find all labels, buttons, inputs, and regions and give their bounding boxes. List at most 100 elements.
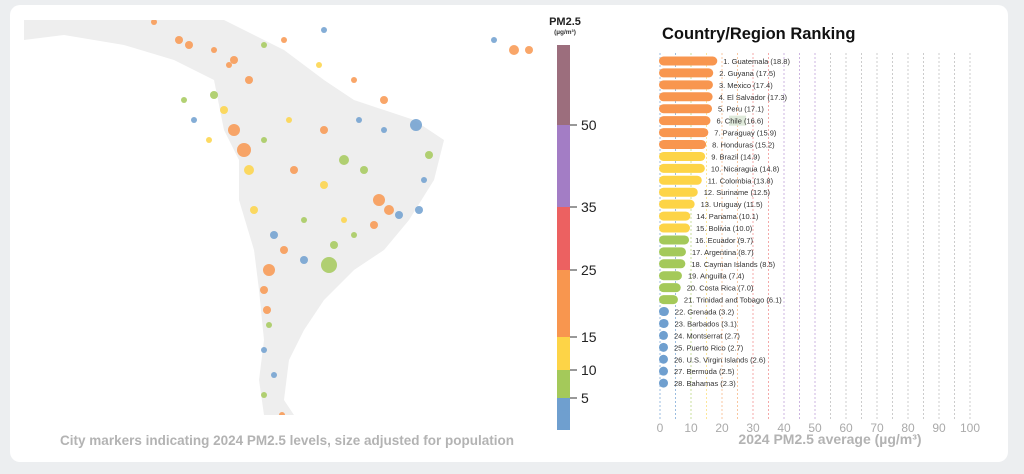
bar-bahamas [659, 378, 668, 388]
bar-mexico [659, 80, 713, 90]
legend-cap-top [557, 45, 570, 65]
bar-label: 8. Honduras (15.2) [712, 141, 775, 150]
bar-chile [659, 116, 711, 126]
bar-label: 1. Guatemala (18.8) [723, 57, 790, 66]
bar-colombia [659, 175, 702, 185]
city-marker [263, 306, 271, 314]
legend-segment [557, 337, 570, 370]
bar-nicaragua [659, 163, 705, 173]
bar-label: 21. Trinidad and Tobago (6.1) [684, 296, 782, 305]
city-marker [237, 143, 251, 157]
color-legend: 5 10 15 25 35 50 [557, 45, 597, 430]
city-marker [301, 217, 307, 223]
legend-tick-label: 10 [581, 362, 597, 378]
city-marker [270, 231, 278, 239]
city-map[interactable] [24, 20, 544, 415]
legend-segment [557, 125, 570, 207]
city-marker [370, 221, 378, 229]
city-marker [491, 37, 497, 43]
bar-label: 13. Uruguay (11.5) [701, 200, 763, 209]
city-marker [185, 41, 193, 49]
bar-label: 6. Chile (16.6) [716, 117, 764, 126]
city-marker [410, 119, 422, 131]
city-marker [220, 106, 228, 114]
city-marker [175, 36, 183, 44]
bar-label: 4. El Salvador (17.3) [719, 93, 788, 102]
ranking-chart: 1. Guatemala (18.8) 2. Guyana (17.5) 3. Me… [657, 53, 980, 435]
bar-montserrat [659, 330, 668, 340]
city-marker [384, 205, 394, 215]
bar-bermuda [659, 366, 668, 376]
legend-cap-bottom [557, 410, 570, 430]
bar-label: 14. Panama (10.1) [696, 212, 759, 221]
city-marker [266, 322, 272, 328]
city-marker [351, 77, 357, 83]
city-marker [381, 127, 387, 133]
city-marker [279, 412, 285, 415]
south-america-landmass [24, 20, 444, 415]
city-marker [320, 181, 328, 189]
bar-bolivia [659, 223, 690, 233]
city-marker [320, 126, 328, 134]
city-marker [300, 256, 308, 264]
x-tick-label: 30 [746, 421, 760, 435]
legend-segment [557, 270, 570, 337]
dashboard-card [10, 5, 1008, 462]
city-marker [356, 117, 362, 123]
legend-segment [557, 45, 570, 125]
city-marker [191, 117, 197, 123]
legend-tick-label: 50 [581, 117, 597, 133]
bar-label: 19. Anguilla (7.4) [688, 272, 745, 281]
bar-label: 22. Grenada (3.2) [675, 308, 735, 317]
x-tick-label: 80 [901, 421, 915, 435]
city-marker [211, 47, 217, 53]
bar-uruguay [659, 199, 695, 209]
bar-barbados [659, 318, 669, 328]
city-marker [339, 155, 349, 165]
bar-guyana [659, 68, 714, 78]
bar-panama [659, 211, 691, 221]
city-marker [271, 372, 277, 378]
bar-guatemala [659, 56, 718, 66]
city-marker [316, 62, 322, 68]
bar-u-s-virgin-islands [659, 354, 668, 364]
city-marker [261, 137, 267, 143]
x-tick-label: 100 [960, 421, 980, 435]
bar-cayman-islands [659, 259, 686, 269]
city-marker [421, 177, 427, 183]
legend-tick-label: 15 [581, 329, 597, 345]
city-marker [395, 211, 403, 219]
bar-label: 9. Brazil (14.9) [711, 152, 760, 161]
bar-puerto-rico [659, 342, 668, 352]
bar-el-salvador [659, 92, 713, 102]
city-marker [286, 117, 292, 123]
legend-tick-label: 35 [581, 199, 597, 215]
bar-label: 15. Bolivia (10.0) [696, 224, 753, 233]
city-marker [206, 137, 212, 143]
city-marker [261, 392, 267, 398]
city-marker [425, 151, 433, 159]
bar-label: 28. Bahamas (2.3) [674, 379, 736, 388]
map-caption: City markers indicating 2024 PM2.5 level… [60, 433, 514, 448]
city-marker [321, 257, 337, 273]
legend-segment [557, 207, 570, 270]
city-marker [181, 97, 187, 103]
legend-segment [557, 370, 570, 398]
bar-label: 5. Peru (17.1) [718, 105, 764, 114]
bar-argentina [659, 247, 686, 257]
bar-label: 18. Cayman Islands (8.5) [691, 260, 775, 269]
city-marker [228, 124, 240, 136]
city-marker [281, 37, 287, 43]
city-marker [351, 232, 357, 238]
bar-anguilla [659, 271, 682, 281]
bar-label: 16. Ecuador (9.7) [695, 236, 753, 245]
bar-ecuador [659, 235, 690, 245]
bar-label: 23. Barbados (3.1) [675, 319, 738, 328]
city-marker [290, 166, 298, 174]
bar-label: 3. Mexico (17.4) [719, 81, 773, 90]
city-marker [245, 76, 253, 84]
legend-title: PM2.5 [549, 16, 581, 28]
city-marker [360, 166, 368, 174]
city-marker [261, 347, 267, 353]
city-marker [250, 206, 258, 214]
